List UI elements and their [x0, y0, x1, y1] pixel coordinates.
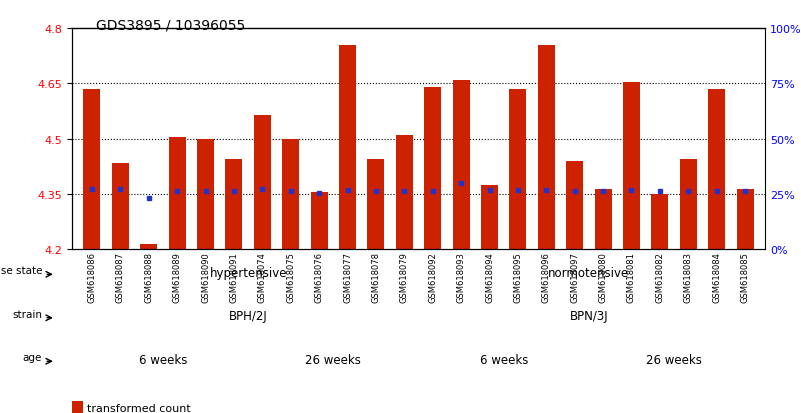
Text: strain: strain	[12, 309, 42, 319]
Bar	[254, 116, 271, 250]
Text: disease state: disease state	[0, 266, 42, 275]
Bar	[708, 90, 725, 250]
Bar	[594, 189, 612, 250]
Text: transformed count: transformed count	[87, 403, 191, 413]
Bar	[225, 160, 243, 250]
Bar	[509, 90, 526, 250]
Bar	[453, 81, 469, 250]
Bar	[197, 140, 214, 250]
Bar	[140, 244, 157, 250]
Bar	[83, 90, 100, 250]
Text: 26 weeks: 26 weeks	[646, 353, 702, 366]
Bar	[368, 160, 384, 250]
Text: age: age	[23, 352, 42, 362]
Text: 26 weeks: 26 weeks	[305, 353, 361, 366]
Bar	[481, 185, 498, 250]
Text: hypertensive: hypertensive	[209, 266, 287, 279]
Bar	[169, 138, 186, 250]
Bar	[680, 160, 697, 250]
Bar	[339, 45, 356, 250]
Bar	[566, 161, 583, 250]
Text: 6 weeks: 6 weeks	[139, 353, 187, 366]
Bar	[537, 45, 555, 250]
Bar	[311, 193, 328, 250]
Bar	[623, 82, 640, 250]
Bar	[112, 163, 129, 250]
Bar	[396, 136, 413, 250]
Text: normotensive: normotensive	[548, 266, 630, 279]
Bar	[651, 195, 668, 250]
Bar	[737, 189, 754, 250]
Text: BPH/2J: BPH/2J	[229, 309, 268, 323]
Bar	[425, 88, 441, 250]
Bar	[282, 140, 300, 250]
Bar	[72, 401, 83, 413]
Text: GDS3895 / 10396055: GDS3895 / 10396055	[96, 19, 245, 33]
Text: 6 weeks: 6 weeks	[480, 353, 528, 366]
Text: BPN/3J: BPN/3J	[570, 309, 608, 323]
